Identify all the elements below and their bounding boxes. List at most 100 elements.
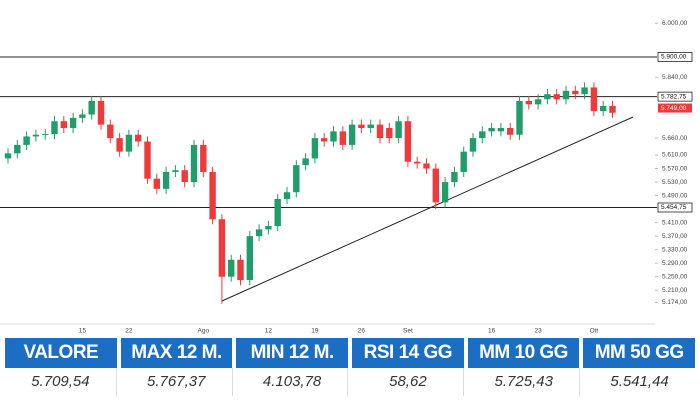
- trend-line: [221, 116, 634, 302]
- candle-body: [311, 138, 319, 159]
- candle-body: [32, 134, 40, 137]
- y-tick-label: 5.250,00: [662, 273, 688, 280]
- candle-body: [69, 117, 77, 128]
- candle-body: [367, 124, 374, 128]
- value-cell: 5.541,44: [610, 373, 669, 390]
- y-tick-label: 5.174,00: [662, 299, 688, 306]
- level-label: 5.454,75: [661, 204, 687, 211]
- candle-body: [228, 259, 235, 277]
- level-label: 5.900,00: [661, 54, 687, 61]
- candle-body: [553, 94, 560, 100]
- candle-body: [51, 121, 58, 135]
- candle-body: [581, 87, 588, 95]
- candle-body: [432, 168, 439, 203]
- candle-body: [144, 141, 151, 179]
- candle-body: [488, 127, 495, 132]
- header-cell: MM 50 GG: [583, 338, 696, 368]
- candle-body: [423, 163, 430, 169]
- candle-body: [451, 171, 458, 183]
- candle-body: [376, 124, 384, 139]
- candle-body: [88, 100, 95, 115]
- price-box: [658, 103, 692, 113]
- price-label: 5.749,00: [661, 105, 687, 112]
- x-tick-label: 22: [125, 328, 133, 335]
- candle-body: [274, 198, 281, 227]
- value-cell: 5.709,54: [5, 368, 117, 396]
- y-tick-label: 5.330,00: [662, 246, 688, 253]
- candle-body: [293, 165, 300, 193]
- candle-body: [23, 136, 30, 145]
- candle-body: [302, 158, 309, 166]
- candle-body: [414, 161, 421, 164]
- candle-body: [4, 153, 12, 159]
- y-tick-label: 5.290,00: [662, 260, 688, 267]
- candle-body: [60, 121, 67, 128]
- candle-body: [609, 106, 616, 113]
- stats-table: VALORE MAX 12 M. MIN 12 M. RSI 14 GG MM 10 G…: [0, 338, 700, 396]
- x-tick-label: 23: [534, 328, 542, 335]
- value-cell: 58,62: [352, 368, 465, 396]
- level-box: [657, 52, 693, 62]
- candle-body: [107, 124, 114, 139]
- x-tick-label: 16: [488, 328, 496, 335]
- table-header: VALORE MAX 12 M. MIN 12 M. RSI 14 GG MM 10 G…: [0, 338, 700, 368]
- candle-body: [395, 121, 402, 139]
- candle-body: [590, 87, 598, 112]
- y-tick-label: 5.490,00: [662, 192, 688, 199]
- candle-body: [479, 131, 486, 139]
- candle-body: [507, 127, 514, 135]
- candle-body: [135, 134, 142, 142]
- candle-body: [14, 144, 21, 154]
- candle-body: [190, 144, 198, 183]
- candle-body: [516, 100, 523, 135]
- value-cell: 5.767,37: [121, 368, 233, 396]
- candle-body: [497, 127, 505, 132]
- candle-body: [544, 94, 551, 100]
- candle-body: [79, 114, 86, 118]
- candle-body: [330, 131, 337, 142]
- candle-body: [525, 100, 532, 105]
- candle-body: [600, 106, 607, 112]
- candle-body: [172, 170, 179, 172]
- y-tick-label: 5.530,00: [662, 179, 688, 186]
- candle-body: [339, 131, 346, 145]
- table-row: 5.709,54 5.767,37 4.103,78 58,62 5.725,43 5.5…: [0, 368, 700, 396]
- header-cell: VALORE: [5, 338, 117, 368]
- x-tick-label: 15: [79, 328, 87, 335]
- x-tick-label: Ott: [590, 328, 599, 335]
- x-tick-label: 12: [265, 328, 273, 335]
- header-cell: MIN 12 M.: [236, 338, 349, 368]
- level-box: [657, 202, 693, 213]
- candle-body: [534, 99, 542, 105]
- candle-body: [237, 259, 244, 281]
- level-label: 5.782,75: [661, 93, 687, 100]
- x-tick-label: 19: [311, 328, 319, 335]
- value-cell: 5.725,43: [468, 368, 581, 396]
- candle-body: [460, 151, 467, 172]
- candle-body: [209, 171, 216, 220]
- chart: 6.000,00 5.840,00 5.660,00 5.610,00 5.570,00…: [0, 20, 693, 335]
- candle-body: [283, 192, 291, 199]
- candle-body: [321, 138, 328, 142]
- header-cell: MAX 12 M.: [120, 338, 233, 368]
- candle-body: [358, 124, 365, 128]
- y-tick-label: 5.570,00: [662, 165, 688, 172]
- candle-body: [441, 182, 449, 203]
- candle-body: [469, 138, 477, 152]
- candle-body: [246, 236, 253, 281]
- y-tick-label: 5.660,00: [662, 135, 688, 142]
- candle-body: [265, 226, 272, 230]
- candle-body: [162, 171, 170, 189]
- candle-body: [200, 144, 207, 172]
- candle-body: [218, 219, 226, 277]
- candle-body: [116, 138, 123, 152]
- y-tick-label: 5.210,00: [662, 287, 688, 294]
- y-tick-label: 6.000,00: [662, 20, 688, 27]
- candle-body: [97, 100, 105, 125]
- candle-body: [386, 127, 393, 139]
- value-cell: 4.103,78: [237, 368, 349, 396]
- header-cell: MM 10 GG: [467, 338, 580, 368]
- candle-body: [125, 134, 133, 152]
- candle-body: [42, 134, 49, 136]
